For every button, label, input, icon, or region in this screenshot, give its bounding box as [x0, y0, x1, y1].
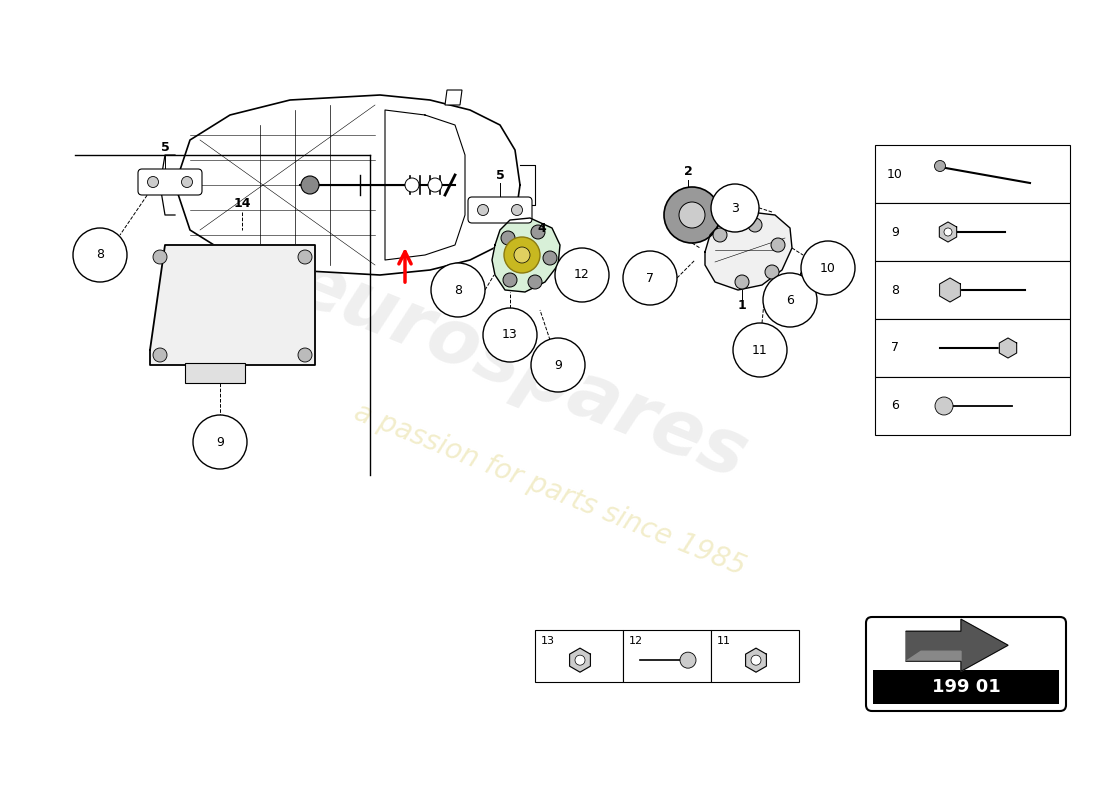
- Text: 13: 13: [541, 636, 556, 646]
- Text: 5: 5: [161, 141, 169, 154]
- Circle shape: [153, 348, 167, 362]
- Text: 11: 11: [717, 636, 732, 646]
- Circle shape: [73, 228, 126, 282]
- Circle shape: [504, 237, 540, 273]
- Text: 4: 4: [538, 222, 547, 235]
- Text: 9: 9: [891, 226, 899, 238]
- Bar: [711, 630, 799, 682]
- Circle shape: [503, 273, 517, 287]
- Text: 6: 6: [786, 294, 794, 306]
- Circle shape: [301, 176, 319, 194]
- Circle shape: [664, 187, 720, 243]
- Circle shape: [477, 205, 488, 215]
- Bar: [623, 630, 711, 682]
- Circle shape: [147, 177, 158, 187]
- Polygon shape: [939, 278, 960, 302]
- Text: 8: 8: [891, 283, 899, 297]
- Bar: [873, 670, 1059, 704]
- Text: 1: 1: [738, 299, 747, 312]
- Circle shape: [935, 161, 946, 171]
- Circle shape: [771, 238, 785, 252]
- Circle shape: [500, 231, 515, 245]
- Circle shape: [711, 184, 759, 232]
- Circle shape: [748, 218, 762, 232]
- Text: 10: 10: [821, 262, 836, 274]
- Circle shape: [528, 275, 542, 289]
- Polygon shape: [150, 245, 315, 365]
- Circle shape: [713, 228, 727, 242]
- FancyBboxPatch shape: [468, 197, 532, 223]
- Polygon shape: [492, 218, 560, 292]
- Bar: [874, 261, 1070, 319]
- Text: 13: 13: [502, 329, 518, 342]
- Bar: [535, 630, 623, 682]
- Text: 14: 14: [233, 197, 251, 210]
- Circle shape: [751, 655, 761, 665]
- Circle shape: [431, 263, 485, 317]
- Text: 6: 6: [891, 399, 899, 413]
- Text: 12: 12: [629, 636, 644, 646]
- Circle shape: [531, 225, 544, 239]
- Text: 9: 9: [216, 435, 224, 449]
- Text: 3: 3: [732, 202, 739, 214]
- Text: 8: 8: [454, 283, 462, 297]
- Polygon shape: [906, 619, 1008, 671]
- Circle shape: [298, 348, 312, 362]
- Text: 9: 9: [554, 358, 562, 371]
- Bar: [874, 145, 1070, 203]
- Circle shape: [735, 275, 749, 289]
- Text: 7: 7: [646, 271, 654, 285]
- Circle shape: [944, 228, 952, 236]
- Text: 199 01: 199 01: [932, 678, 1000, 696]
- Circle shape: [192, 415, 248, 469]
- Circle shape: [733, 323, 786, 377]
- Polygon shape: [570, 648, 591, 672]
- Circle shape: [764, 265, 779, 279]
- Circle shape: [531, 338, 585, 392]
- Circle shape: [680, 652, 696, 668]
- Circle shape: [556, 248, 609, 302]
- Circle shape: [182, 177, 192, 187]
- Circle shape: [575, 655, 585, 665]
- Circle shape: [483, 308, 537, 362]
- Text: 10: 10: [887, 167, 903, 181]
- Circle shape: [679, 202, 705, 228]
- Polygon shape: [746, 648, 767, 672]
- Text: a passion for parts since 1985: a passion for parts since 1985: [350, 398, 750, 582]
- Circle shape: [153, 250, 167, 264]
- Circle shape: [405, 178, 419, 192]
- Bar: [185, 363, 245, 383]
- Circle shape: [514, 247, 530, 263]
- Text: 12: 12: [574, 269, 590, 282]
- Circle shape: [763, 273, 817, 327]
- Polygon shape: [999, 338, 1016, 358]
- Polygon shape: [906, 651, 961, 662]
- Circle shape: [801, 241, 855, 295]
- Text: 8: 8: [96, 249, 104, 262]
- Circle shape: [543, 251, 557, 265]
- Polygon shape: [175, 95, 520, 275]
- FancyBboxPatch shape: [866, 617, 1066, 711]
- Bar: [874, 377, 1070, 435]
- Text: 2: 2: [683, 165, 692, 178]
- Polygon shape: [446, 90, 462, 105]
- Circle shape: [623, 251, 676, 305]
- FancyBboxPatch shape: [138, 169, 202, 195]
- Bar: [874, 319, 1070, 377]
- Circle shape: [512, 205, 522, 215]
- Bar: [874, 203, 1070, 261]
- Circle shape: [428, 178, 442, 192]
- Circle shape: [298, 250, 312, 264]
- Text: eurospares: eurospares: [283, 246, 758, 494]
- Polygon shape: [939, 222, 957, 242]
- Text: 11: 11: [752, 343, 768, 357]
- Polygon shape: [705, 212, 792, 290]
- Circle shape: [935, 397, 953, 415]
- Text: 7: 7: [891, 342, 899, 354]
- Text: 5: 5: [496, 169, 505, 182]
